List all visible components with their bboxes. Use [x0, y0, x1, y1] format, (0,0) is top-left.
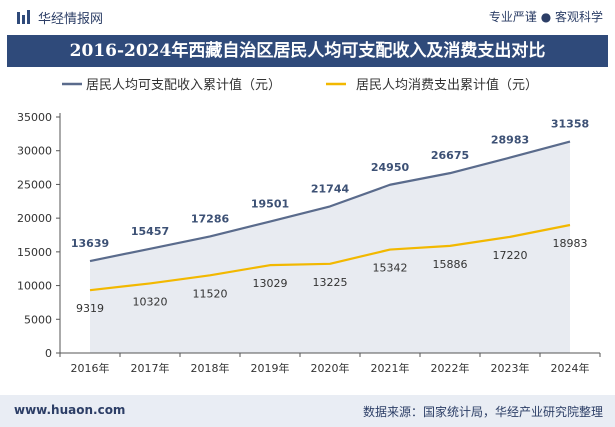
- y-tick-label: 20000: [17, 212, 52, 225]
- data-label: 28983: [491, 134, 529, 147]
- data-label: 13029: [253, 277, 288, 290]
- x-tick-label: 2017年: [131, 361, 170, 375]
- data-labels: 13639 15457 17286 19501 21744 24950 26675 28983…: [71, 118, 589, 316]
- data-label: 9319: [76, 302, 104, 315]
- income-area-fill: [90, 141, 570, 353]
- data-label: 24950: [371, 161, 410, 174]
- x-tick-label: 2021年: [371, 361, 410, 375]
- y-tick-label: 5000: [24, 313, 52, 326]
- data-label: 17286: [191, 212, 230, 225]
- footer-url: www.huaon.com: [14, 403, 126, 417]
- data-label: 13225: [313, 276, 348, 289]
- area-layer: [90, 141, 570, 353]
- legend-label-2: 居民人均消费支出累计值（元）: [356, 77, 538, 93]
- legend: 居民人均可支配收入累计值（元） 居民人均消费支出累计值（元）: [62, 77, 538, 93]
- line-chart: 居民人均可支配收入累计值（元） 居民人均消费支出累计值（元） 0 5000 10000…: [17, 77, 601, 375]
- y-tick-label: 35000: [17, 111, 52, 124]
- data-label: 19501: [251, 198, 289, 211]
- series-line-2: [89, 223, 571, 292]
- axes: 0 5000 10000 15000 20000 25000 30000 35000 2016年…: [17, 111, 601, 375]
- data-source-note: 数据来源：国家统计局，华经产业研究院整理: [362, 405, 603, 419]
- x-tick-label: 2020年: [311, 361, 350, 375]
- data-label: 15457: [131, 225, 169, 238]
- data-label: 21744: [311, 182, 350, 195]
- site-name: 华经情报网: [38, 12, 104, 27]
- data-label: 10320: [133, 295, 168, 308]
- data-label: 13639: [71, 237, 109, 250]
- data-label: 31358: [551, 118, 589, 131]
- legend-label-1: 居民人均可支配收入累计值（元）: [86, 77, 281, 93]
- series-line-1: [89, 140, 571, 263]
- data-label: 17220: [493, 249, 528, 262]
- chart-title: 2016-2024年西藏自治区居民人均可支配收入及消费支出对比: [7, 35, 608, 67]
- data-label: 15342: [373, 262, 408, 275]
- y-tick-label: 25000: [17, 178, 52, 191]
- bar-logo-icon: [17, 10, 30, 24]
- x-tick-label: 2024年: [551, 361, 590, 375]
- data-label: 26675: [431, 149, 469, 162]
- series-lines: [89, 140, 571, 292]
- y-tick-label: 30000: [17, 145, 52, 158]
- x-tick-label: 2016年: [71, 361, 110, 375]
- footer: www.huaon.com 数据来源：国家统计局，华经产业研究院整理: [0, 395, 615, 427]
- x-tick-label: 2022年: [431, 361, 470, 375]
- data-label: 11520: [193, 287, 228, 300]
- top-bar: 华经情报网 专业严谨 ● 客观科学: [0, 0, 615, 34]
- x-tick-label: 2018年: [191, 361, 230, 375]
- y-tick-label: 15000: [17, 246, 52, 259]
- x-tick-label: 2019年: [251, 361, 290, 375]
- y-tick-label: 0: [45, 347, 52, 360]
- x-tick-label: 2023年: [491, 361, 530, 375]
- tagline: 专业严谨 ● 客观科学: [488, 10, 603, 24]
- y-tick-label: 10000: [17, 280, 52, 293]
- data-label: 15886: [433, 258, 468, 271]
- data-label: 18983: [553, 237, 588, 250]
